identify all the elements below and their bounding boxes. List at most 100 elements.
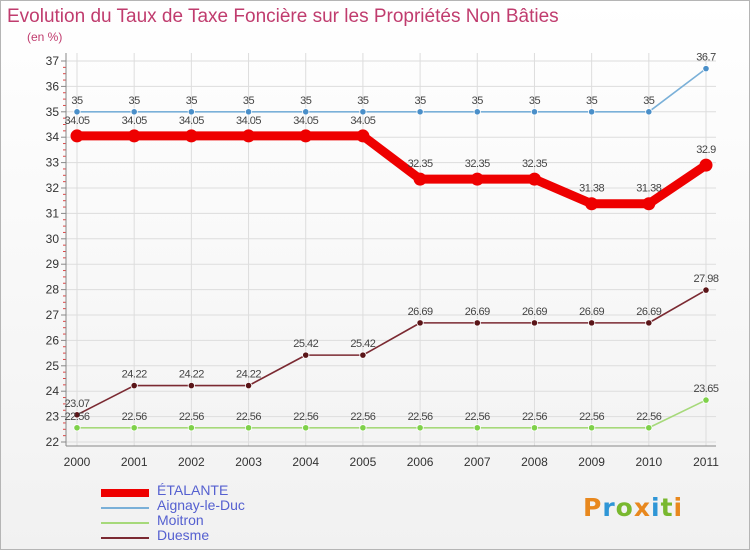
chart-title: Evolution du Taux de Taxe Foncière sur l… <box>7 6 559 27</box>
data-point <box>585 197 599 211</box>
x-tick-label: 2007 <box>464 455 491 469</box>
data-point <box>588 108 596 116</box>
y-tick-label: 31 <box>46 206 60 220</box>
data-label: 31.38 <box>579 183 604 195</box>
data-point <box>645 424 653 432</box>
data-label: 23.07 <box>64 398 89 410</box>
series-line-duesme <box>76 289 707 416</box>
x-tick-label: 2011 <box>693 455 719 469</box>
data-label: 25.42 <box>293 338 318 350</box>
legend-swatch <box>101 522 149 524</box>
logo-letter: t <box>660 493 674 522</box>
legend-swatch <box>101 537 149 539</box>
y-tick-label: 36 <box>46 79 60 93</box>
data-label: 22.56 <box>236 411 261 423</box>
data-point <box>184 129 198 143</box>
legend-swatch <box>101 489 149 497</box>
data-label: 35 <box>243 95 255 107</box>
data-label: 22.56 <box>293 411 318 423</box>
x-tick-label: 2010 <box>635 455 662 469</box>
data-label-layer: 34.05 34.05 34.05 34.05 34.05 34.05 32.35 32.35… <box>64 52 719 423</box>
series-line-moitron <box>76 399 707 429</box>
y-tick-label: 26 <box>46 333 60 347</box>
y-tick-label: 34 <box>46 130 60 144</box>
legend-swatch <box>101 507 149 509</box>
data-label: 26.69 <box>465 306 490 318</box>
data-label: 34.05 <box>350 115 375 127</box>
data-label: 26.69 <box>522 306 547 318</box>
y-tick-label: 32 <box>46 181 60 195</box>
data-label: 22.56 <box>350 411 375 423</box>
x-tick-label: 2008 <box>521 455 548 469</box>
logo-letter: i <box>651 493 661 522</box>
data-point <box>187 424 195 432</box>
data-point <box>530 424 539 432</box>
data-label: 22.56 <box>579 411 604 423</box>
data-label: 32.35 <box>522 158 547 170</box>
data-label: 35 <box>472 95 484 107</box>
x-tick-label: 2005 <box>350 455 377 469</box>
data-label: 35 <box>529 95 541 107</box>
series-line--talante <box>72 131 711 209</box>
data-label: 35 <box>414 95 426 107</box>
logo-letter: x <box>633 493 651 522</box>
data-label: 35 <box>129 95 141 107</box>
legend-label: ÉTALANTE <box>157 482 229 498</box>
data-point <box>299 129 313 143</box>
y-tick-label: 23 <box>46 410 60 424</box>
data-point <box>359 108 367 116</box>
data-label: 35 <box>586 95 598 107</box>
data-point <box>699 158 713 172</box>
data-point <box>127 129 141 143</box>
data-point <box>359 351 367 359</box>
series-line-aignay-le-duc <box>76 67 707 113</box>
y-tick-label: 24 <box>46 384 60 398</box>
data-point <box>702 286 710 294</box>
data-point <box>527 172 541 186</box>
data-point <box>244 382 253 390</box>
data-label: 34.05 <box>122 115 147 127</box>
data-point <box>642 197 656 211</box>
legend-label: Duesme <box>157 527 210 543</box>
data-label: 26.69 <box>636 306 661 318</box>
data-label: 22.56 <box>179 411 204 423</box>
data-label: 22.56 <box>636 411 661 423</box>
data-point <box>356 129 370 143</box>
x-tick-label: 2000 <box>64 455 91 469</box>
y-tick-label: 28 <box>46 283 60 297</box>
data-label: 23.65 <box>693 383 718 395</box>
data-label: 26.69 <box>408 306 433 318</box>
data-label: 32.35 <box>408 158 433 170</box>
legend-label: Moitron <box>157 512 204 528</box>
logo-letter: r <box>602 493 616 522</box>
data-point <box>242 129 256 143</box>
y-tick-label: 35 <box>46 105 60 119</box>
data-label: 25.42 <box>350 338 375 350</box>
data-point <box>302 351 310 359</box>
axis-layer: 22 23 24 25 26 27 28 29 30 31 32 33 34 35 36 37 2000 2001… <box>46 53 719 469</box>
x-tick-label: 2003 <box>235 455 262 469</box>
data-point <box>702 65 710 73</box>
y-tick-label: 33 <box>46 156 60 170</box>
x-tick-label: 2001 <box>121 455 148 469</box>
y-tick-label: 29 <box>46 257 60 271</box>
data-label: 26.69 <box>579 306 604 318</box>
data-label: 24.22 <box>122 369 147 381</box>
data-label: 22.56 <box>122 411 147 423</box>
data-label: 35 <box>300 95 312 107</box>
data-point <box>244 108 253 116</box>
data-point <box>416 424 424 432</box>
y-tick-label: 37 <box>46 54 60 68</box>
data-label: 34.05 <box>236 115 261 127</box>
data-label: 24.22 <box>236 369 261 381</box>
data-label: 35 <box>357 95 369 107</box>
data-label: 36.7 <box>696 52 716 64</box>
data-point <box>645 319 653 327</box>
data-label: 34.05 <box>293 115 318 127</box>
grid-layer <box>66 53 716 446</box>
data-point <box>70 129 84 143</box>
data-point <box>530 319 539 327</box>
data-label: 34.05 <box>179 115 204 127</box>
logo-letter: i <box>673 493 684 522</box>
